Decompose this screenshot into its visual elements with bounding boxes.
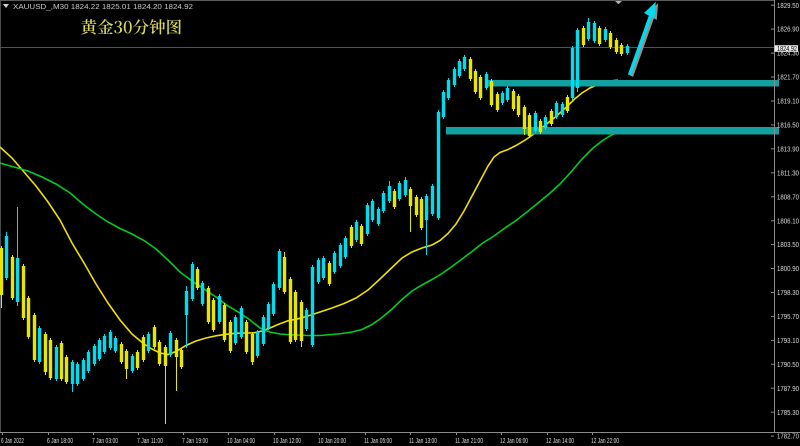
svg-text:10 Jan 20:00: 10 Jan 20:00	[318, 438, 346, 445]
svg-text:1798.30: 1798.30	[777, 288, 799, 297]
svg-text:1793.10: 1793.10	[777, 336, 799, 345]
svg-text:1800.90: 1800.90	[777, 264, 799, 273]
svg-text:1826.90: 1826.90	[777, 25, 799, 34]
svg-text:10 Jan 04:00: 10 Jan 04:00	[227, 438, 255, 445]
svg-text:1819.10: 1819.10	[777, 97, 799, 106]
svg-text:1808.70: 1808.70	[777, 192, 799, 201]
svg-text:1821.70: 1821.70	[777, 73, 799, 82]
svg-text:1787.90: 1787.90	[777, 384, 799, 393]
svg-text:1790.50: 1790.50	[777, 360, 799, 369]
svg-text:1806.10: 1806.10	[777, 216, 799, 225]
svg-text:11 Jan 13:00: 11 Jan 13:00	[409, 438, 437, 445]
svg-text:1824.30: 1824.30	[777, 49, 799, 58]
svg-text:6 Jan 2022: 6 Jan 2022	[1, 438, 24, 445]
svg-text:7 Jan 19:00: 7 Jan 19:00	[182, 438, 208, 445]
svg-text:1782.70: 1782.70	[777, 432, 799, 441]
svg-text:1811.30: 1811.30	[777, 168, 799, 177]
svg-text:1785.30: 1785.30	[777, 408, 799, 417]
svg-text:1813.90: 1813.90	[777, 144, 799, 153]
svg-text:XAUUSD_,M30 1824.22 1825.01 1: XAUUSD_,M30 1824.22 1825.01 1824.20 1824…	[13, 2, 193, 11]
svg-text:1795.70: 1795.70	[777, 312, 799, 321]
svg-text:12 Jan 22:00: 12 Jan 22:00	[591, 438, 619, 445]
svg-text:12 Jan 14:00: 12 Jan 14:00	[546, 438, 574, 445]
svg-text:6 Jan 18:00: 6 Jan 18:00	[47, 438, 73, 445]
svg-text:1803.50: 1803.50	[777, 240, 799, 249]
svg-text:11 Jan 21:00: 11 Jan 21:00	[455, 438, 483, 445]
svg-text:1824.92: 1824.92	[777, 44, 797, 53]
svg-text:1816.50: 1816.50	[777, 121, 799, 130]
svg-text:7 Jan 03:00: 7 Jan 03:00	[92, 438, 118, 445]
svg-text:11 Jan 05:00: 11 Jan 05:00	[364, 438, 392, 445]
svg-text:7 Jan 11:00: 7 Jan 11:00	[137, 438, 163, 445]
svg-text:10 Jan 12:00: 10 Jan 12:00	[273, 438, 301, 445]
svg-text:1829.50: 1829.50	[777, 1, 799, 10]
svg-text:12 Jan 06:00: 12 Jan 06:00	[500, 438, 528, 445]
